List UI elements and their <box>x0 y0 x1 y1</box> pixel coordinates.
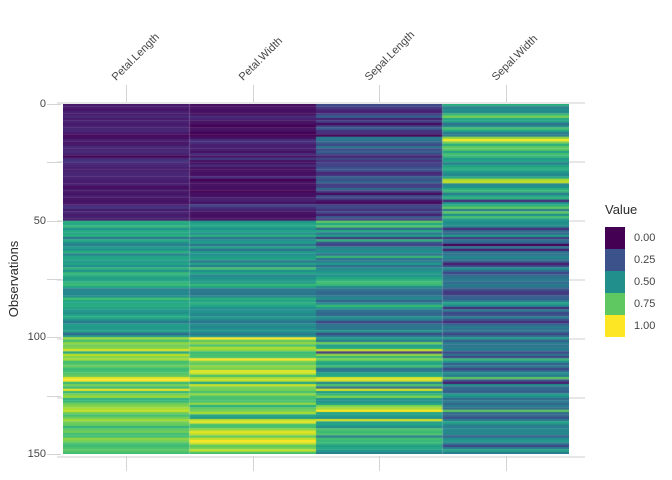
legend-entry: 0.25 <box>605 249 655 271</box>
legend: Value 0.00 0.25 0.50 0.75 1.00 <box>605 202 655 337</box>
x-axis-tick-bottom <box>379 456 381 471</box>
y-axis-tick <box>47 162 61 164</box>
x-axis-tick-bottom <box>505 456 507 471</box>
x-axis-tick-bottom <box>126 456 128 471</box>
y-axis-tick <box>47 454 61 455</box>
legend-label: 0.25 <box>634 254 656 266</box>
legend-entry: 0.50 <box>605 271 655 293</box>
legend-swatch <box>605 271 625 293</box>
y-axis-tick <box>47 395 61 397</box>
column-label: Petal.Length <box>110 31 163 84</box>
x-axis-tick-top <box>505 85 507 102</box>
gridline-horizontal <box>57 101 585 104</box>
y-axis-tick <box>47 279 61 280</box>
gridline-horizontal <box>57 455 585 458</box>
x-axis-tick-top <box>126 85 128 102</box>
x-axis-tick-bottom <box>252 456 254 471</box>
x-axis-tick-top <box>252 85 254 102</box>
legend-swatch <box>605 249 625 271</box>
legend-entry: 1.00 <box>605 315 655 337</box>
legend-swatch <box>605 227 625 249</box>
x-axis-tick-top <box>379 85 381 102</box>
column-label: Petal.Width <box>236 35 285 84</box>
legend-swatch <box>605 293 625 315</box>
legend-entries: 0.00 0.25 0.50 0.75 1.00 <box>605 227 655 337</box>
legend-entry: 0.00 <box>605 227 655 249</box>
legend-label: 0.50 <box>634 276 656 288</box>
y-axis-tick <box>47 220 61 222</box>
y-axis-title: Observations <box>6 240 21 318</box>
column-label: Sepal.Length <box>363 28 418 84</box>
y-tick-label: 50 <box>33 214 46 227</box>
legend-entry: 0.75 <box>605 293 655 315</box>
y-tick-label: 0 <box>39 98 46 110</box>
y-axis-tick <box>47 104 61 105</box>
heatmap-canvas <box>63 104 569 454</box>
y-axis-tick <box>47 337 61 339</box>
y-tick-label: 100 <box>27 331 46 344</box>
legend-title: Value <box>605 202 638 217</box>
legend-label: 1.00 <box>634 320 656 332</box>
legend-swatch <box>605 315 625 337</box>
legend-label: 0.75 <box>634 298 656 310</box>
y-tick-label: 150 <box>27 448 46 460</box>
column-label: Sepal.Width <box>489 32 540 84</box>
legend-label: 0.00 <box>634 232 656 244</box>
